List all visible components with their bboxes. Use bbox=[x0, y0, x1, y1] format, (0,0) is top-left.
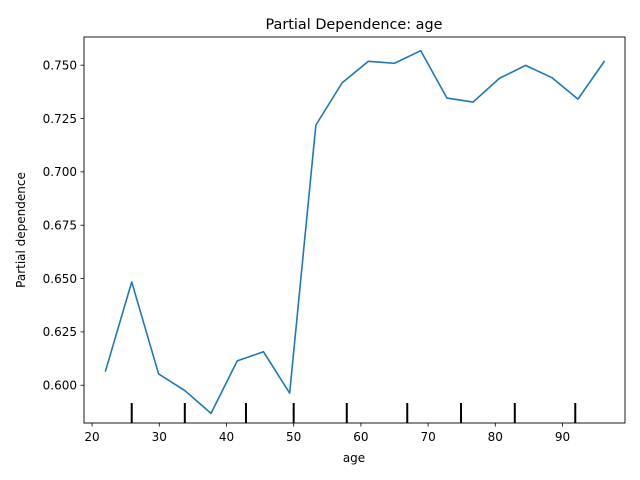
data-point bbox=[131, 281, 133, 283]
y-tick-label: 0.650 bbox=[43, 272, 77, 286]
data-point bbox=[499, 78, 501, 80]
data-point bbox=[603, 61, 605, 63]
data-point bbox=[315, 124, 317, 126]
x-tick-label: 50 bbox=[286, 430, 301, 444]
y-tick-label: 0.625 bbox=[43, 325, 77, 339]
x-tick-label: 80 bbox=[488, 430, 503, 444]
data-point bbox=[289, 392, 291, 394]
y-axis-label: Partial dependence bbox=[14, 172, 28, 288]
x-axis: 20 30 40 50 60 70 80 90 bbox=[84, 423, 570, 444]
y-tick-label: 0.600 bbox=[43, 379, 77, 393]
data-point bbox=[236, 360, 238, 362]
data-point bbox=[525, 65, 527, 67]
data-point bbox=[263, 351, 265, 353]
y-axis: 0.600 0.625 0.650 0.675 0.700 0.725 0.750 bbox=[43, 58, 84, 393]
x-tick-label: 60 bbox=[353, 430, 368, 444]
x-axis-label: age bbox=[343, 451, 365, 465]
data-point bbox=[184, 390, 186, 392]
rug-marks bbox=[130, 403, 577, 423]
data-point bbox=[577, 98, 579, 100]
data-point bbox=[105, 370, 107, 372]
chart-title: Partial Dependence: age bbox=[266, 17, 443, 33]
plot-area: 20 30 40 50 60 70 80 90 0.600 0.625 0.650 0.675 0.7… bbox=[43, 36, 626, 444]
x-tick-label: 20 bbox=[84, 430, 99, 444]
partial-dependence-line bbox=[104, 49, 606, 415]
data-point bbox=[472, 101, 474, 103]
x-tick-label: 40 bbox=[219, 430, 234, 444]
series-group bbox=[104, 49, 606, 415]
y-tick-label: 0.725 bbox=[43, 112, 77, 126]
data-point bbox=[551, 77, 553, 79]
x-tick-label: 30 bbox=[152, 430, 167, 444]
y-tick-label: 0.675 bbox=[43, 218, 77, 232]
x-tick-label: 70 bbox=[420, 430, 435, 444]
y-tick-label: 0.700 bbox=[43, 165, 77, 179]
data-point bbox=[394, 62, 396, 64]
data-point bbox=[367, 61, 369, 63]
data-point bbox=[210, 413, 212, 415]
y-tick-label: 0.750 bbox=[43, 58, 77, 72]
data-point bbox=[446, 97, 448, 99]
data-point bbox=[158, 373, 160, 375]
data-point bbox=[420, 50, 422, 52]
axes-frame bbox=[83, 36, 626, 424]
data-point bbox=[341, 82, 343, 84]
x-tick-label: 90 bbox=[555, 430, 570, 444]
